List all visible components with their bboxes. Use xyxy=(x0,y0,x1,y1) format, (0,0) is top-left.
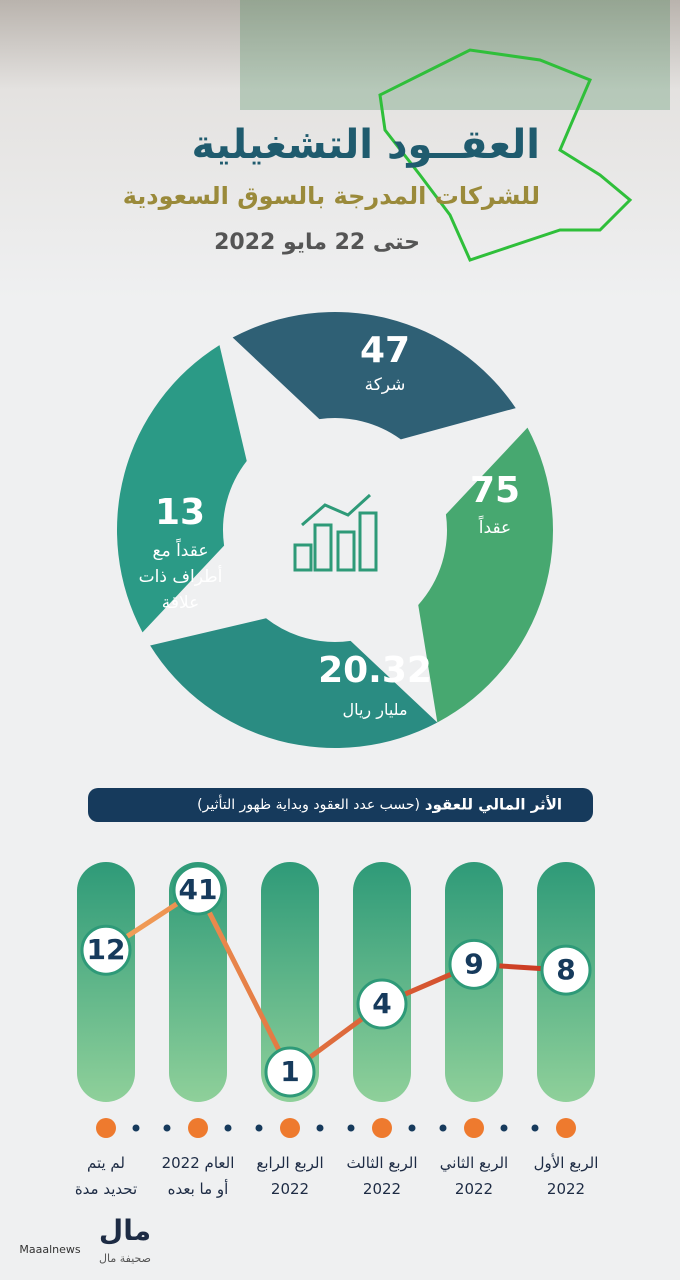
banner-title: الأثر المالي للعقود xyxy=(425,796,562,814)
data-label: 41 xyxy=(179,873,218,906)
footer-logo-sub: صحيفة مال xyxy=(99,1252,151,1265)
timeline-dot xyxy=(464,1118,484,1138)
timeline-sep xyxy=(531,1124,539,1132)
point xyxy=(264,1046,316,1098)
stat-label: عقداً xyxy=(478,518,512,538)
timeline-sep xyxy=(500,1124,508,1132)
stat-label: مليار ريال xyxy=(342,700,408,719)
stat-value: 20.32 xyxy=(318,650,432,691)
stat-value: 75 xyxy=(469,470,521,511)
x-tick-label: الربع الثالث 2022 xyxy=(346,1154,418,1198)
stat-label: شركة xyxy=(364,375,406,395)
banner xyxy=(88,788,593,822)
data-label: 1 xyxy=(280,1055,299,1088)
title: العقــود التشغيلية xyxy=(191,122,540,168)
x-tick-label: لم يتم تحديد مدة xyxy=(74,1154,138,1198)
timeline-sep xyxy=(408,1124,416,1132)
timeline-sep xyxy=(439,1124,447,1132)
subtitle: للشركات المدرجة بالسوق السعودية xyxy=(122,182,540,210)
map-outline xyxy=(378,48,633,262)
stat-value: 47 xyxy=(359,330,411,371)
timeline-sep xyxy=(163,1124,171,1132)
timeline-sep xyxy=(224,1124,232,1132)
stat-value: 13 xyxy=(154,492,206,533)
point xyxy=(356,978,408,1030)
timeline-sep xyxy=(347,1124,355,1132)
footer-logo: مال xyxy=(99,1214,151,1247)
data-label: 8 xyxy=(556,953,575,986)
date: حتى 22 مايو 2022 xyxy=(214,230,420,255)
point xyxy=(80,924,132,976)
timeline-dot xyxy=(188,1118,208,1138)
point xyxy=(540,944,592,996)
x-tick-label: العام 2022 أو ما بعده xyxy=(161,1154,235,1198)
stat-label: عقداً مع أطراف ذات علاقة xyxy=(138,541,223,613)
timeline-dot xyxy=(372,1118,392,1138)
column xyxy=(77,862,135,1102)
timeline-dot xyxy=(96,1118,116,1138)
donut-segment xyxy=(418,427,554,723)
banner-subtitle: (حسب عدد العقود وبداية ظهور التأثير) xyxy=(197,794,420,813)
donut-segment xyxy=(116,345,247,633)
timeline-sep xyxy=(132,1124,140,1132)
data-label: 12 xyxy=(87,933,126,966)
timeline-sep xyxy=(255,1124,263,1132)
donut-segment xyxy=(150,618,438,749)
data-label: 9 xyxy=(464,947,483,980)
timeline-dot xyxy=(280,1118,300,1138)
point xyxy=(172,864,224,916)
x-tick-label: الربع الثاني 2022 xyxy=(439,1154,509,1198)
center-icon xyxy=(293,493,378,572)
data-label: 4 xyxy=(372,987,391,1020)
x-tick-label: الربع الأول 2022 xyxy=(533,1154,599,1198)
footer-handle: Maaalnews xyxy=(19,1243,81,1256)
point xyxy=(448,938,500,990)
donut xyxy=(116,312,554,749)
header-bg xyxy=(0,0,680,300)
timeline-dot xyxy=(556,1118,576,1138)
timeline-sep xyxy=(316,1124,324,1132)
x-tick-label: الربع الرابع 2022 xyxy=(256,1154,324,1198)
donut-segment xyxy=(232,312,516,440)
flag xyxy=(240,0,670,110)
